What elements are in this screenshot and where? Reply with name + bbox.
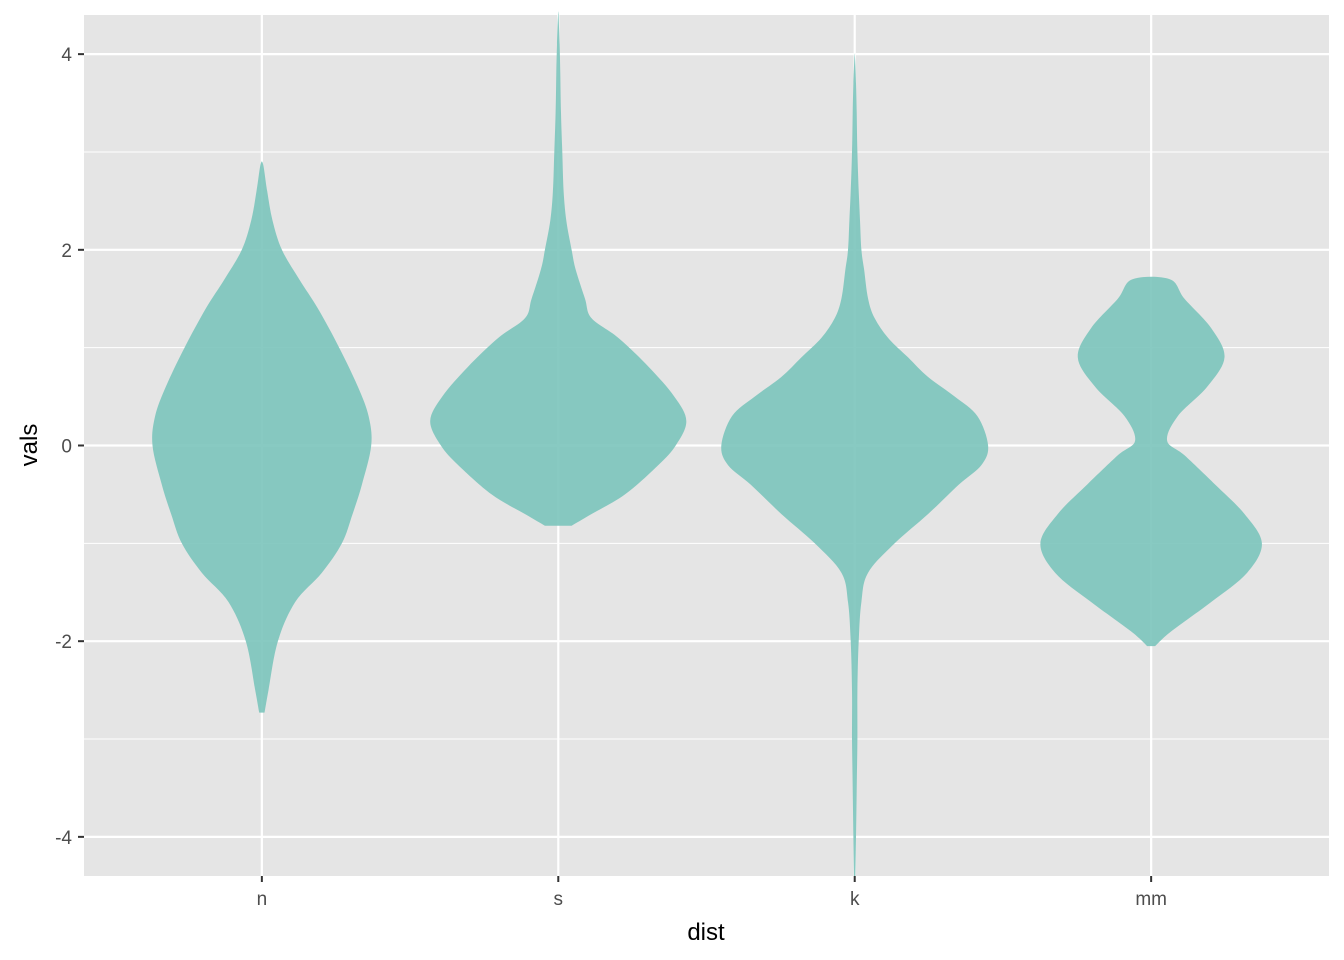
violin-mm — [1040, 276, 1262, 647]
x-tick-label: n — [257, 889, 268, 910]
y-tick-label: 0 — [61, 437, 72, 458]
violin-n — [152, 161, 372, 713]
y-axis-title: vals — [16, 424, 43, 467]
x-tick-label: mm — [1135, 889, 1167, 910]
x-axis-title: dist — [687, 919, 725, 946]
violin-k — [721, 53, 989, 877]
y-tick-label: 2 — [61, 241, 72, 262]
violin-s — [430, 11, 687, 526]
x-axis-ticks: n s k mm — [257, 876, 1167, 910]
y-tick-label: -2 — [55, 632, 72, 653]
x-tick-label: k — [850, 889, 860, 910]
x-tick-label: s — [554, 889, 564, 910]
y-tick-label: -4 — [55, 828, 72, 849]
violin-series — [152, 11, 1262, 877]
y-tick-label: 4 — [61, 45, 72, 66]
y-axis-ticks: -4 -2 0 2 4 — [55, 45, 84, 849]
